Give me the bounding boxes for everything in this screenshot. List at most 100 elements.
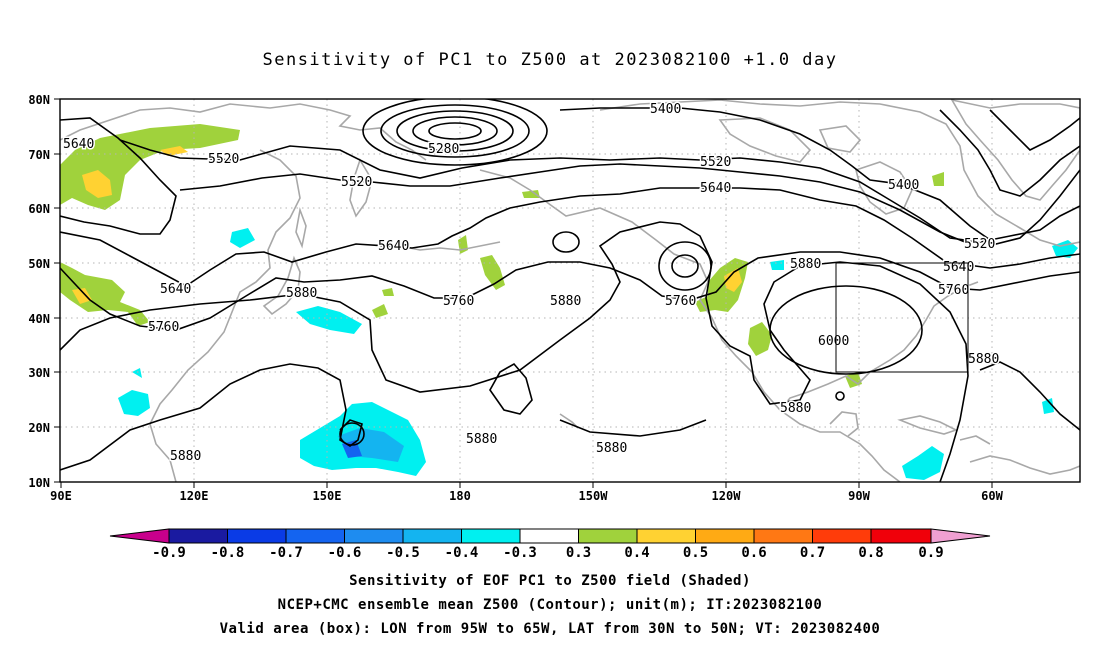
positive-sensitivity-area xyxy=(60,262,150,326)
positive-sensitivity-area xyxy=(372,304,388,318)
closed-contour-6000 xyxy=(769,285,923,375)
lat-label: 40N xyxy=(28,312,50,326)
plot-frame xyxy=(59,98,1081,483)
contour-label: 5880 xyxy=(466,432,497,447)
positive-sensitivity-core xyxy=(82,170,112,198)
negative-sensitivity-area xyxy=(1042,398,1054,414)
south-america-coastline xyxy=(969,455,1080,475)
contour-label: 5760 xyxy=(148,320,179,335)
lat-label: 60N xyxy=(28,202,50,216)
contour-label: 5760 xyxy=(443,294,474,309)
colorbar-left-arrow xyxy=(109,528,170,544)
grid-lines xyxy=(60,99,1080,482)
contour-5880 xyxy=(60,221,969,482)
contour-label: 5520 xyxy=(964,237,995,252)
contour-label: 5880 xyxy=(286,286,317,301)
colorbar-label: 0.8 xyxy=(858,545,883,561)
contour-label: 5640 xyxy=(700,181,731,196)
contour-label: 6000 xyxy=(818,334,849,349)
caption-contour: NCEP+CMC ensemble mean Z500 (Contour); u… xyxy=(277,597,823,613)
sakhalin-coastline xyxy=(295,207,307,249)
colorbar-swatch xyxy=(519,528,579,544)
colorbar-swatch xyxy=(636,528,696,544)
arctic-islands xyxy=(718,117,812,163)
z500-contours xyxy=(60,99,1080,482)
negative-sensitivity-area xyxy=(132,368,142,378)
contour-5400-east xyxy=(989,109,1080,151)
kamchatka-coastline xyxy=(349,158,373,218)
contour-label: 5640 xyxy=(160,282,191,297)
colorbar-right-arrow xyxy=(930,528,991,544)
colorbar-swatch xyxy=(461,528,521,544)
valid-area-box xyxy=(835,262,969,373)
contour-label: 5640 xyxy=(378,239,409,254)
asia-coastline xyxy=(149,149,301,482)
greenland-coastline xyxy=(950,99,1080,201)
yucatan-coastline xyxy=(829,411,859,437)
negative-sensitivity-area xyxy=(118,390,150,416)
lat-label: 50N xyxy=(28,257,50,271)
colorbar-label: 0.3 xyxy=(566,545,591,561)
contour-label: 5400 xyxy=(888,178,919,193)
contour-label: 5760 xyxy=(938,283,969,298)
contour-label: 5880 xyxy=(780,401,811,416)
positive-sensitivity-area xyxy=(748,322,772,356)
closed-low-contour xyxy=(412,116,498,146)
lon-label: 150W xyxy=(579,489,609,503)
arctic-islands xyxy=(818,125,862,153)
contour-label: 5760 xyxy=(665,294,696,309)
lat-label: 80N xyxy=(28,93,50,107)
negative-sensitivity-area xyxy=(230,228,255,248)
aleutian-islands xyxy=(399,241,501,251)
contour-5880 xyxy=(559,419,707,437)
contour-5520 xyxy=(119,139,1080,243)
lat-label: 10N xyxy=(28,476,50,490)
closed-contour xyxy=(658,241,712,291)
closed-low-contour xyxy=(428,122,482,140)
colorbar-label: -0.9 xyxy=(152,545,186,561)
closed-contour xyxy=(671,254,699,278)
closed-low-contour xyxy=(362,99,548,166)
contour-label: 5880 xyxy=(170,449,201,464)
closed-contour xyxy=(339,422,365,446)
colorbar: -0.9 -0.8 -0.7 -0.6 -0.5 -0.4 -0.3 0.3 0… xyxy=(109,528,991,561)
contour-label: 5520 xyxy=(700,155,731,170)
contour-label: 5520 xyxy=(341,175,372,190)
contour-label: 5880 xyxy=(596,441,627,456)
colorbar-swatch xyxy=(870,528,932,544)
contour-label: 5640 xyxy=(63,137,94,152)
lat-label: 30N xyxy=(28,366,50,380)
lon-label: 90W xyxy=(848,489,870,503)
contour-5640-west xyxy=(60,117,177,235)
closed-low-contour xyxy=(396,110,514,152)
negative-sensitivity-area xyxy=(296,306,362,334)
negative-sensitivity-area xyxy=(770,260,784,270)
contour-5760 xyxy=(60,251,1080,331)
contour-label: 5280 xyxy=(428,142,459,157)
colorbar-label: -0.5 xyxy=(386,545,420,561)
closed-low-contour xyxy=(380,104,530,158)
lon-label: 90E xyxy=(50,489,72,503)
contour-labels: 5640 5520 5520 5280 5400 5520 5640 5400 … xyxy=(62,101,1001,466)
colorbar-label: -0.7 xyxy=(269,545,303,561)
positive-sensitivity-area xyxy=(382,288,394,296)
lat-label: 20N xyxy=(28,421,50,435)
positive-sensitivity-core xyxy=(724,268,742,292)
lon-label: 120E xyxy=(180,489,209,503)
map-title: Sensitivity of PC1 to Z500 at 2023082100… xyxy=(262,50,838,70)
colorbar-label: 0.4 xyxy=(624,545,649,561)
lat-label: 70N xyxy=(28,148,50,162)
colorbar-swatch xyxy=(578,528,638,544)
positive-sensitivity-area xyxy=(932,172,944,186)
sensitivity-shading xyxy=(60,124,1078,480)
colorbar-label: 0.5 xyxy=(683,545,708,561)
positive-sensitivity-core xyxy=(72,288,92,304)
cuba-coastline xyxy=(897,415,959,435)
asia-coastline xyxy=(60,103,427,161)
lon-label: 150E xyxy=(313,489,342,503)
caribbean-coastline xyxy=(959,435,991,445)
caption-shaded: Sensitivity of EOF PC1 to Z500 field (Sh… xyxy=(349,573,751,589)
colorbar-swatch xyxy=(753,528,813,544)
negative-sensitivity-area xyxy=(902,446,944,480)
